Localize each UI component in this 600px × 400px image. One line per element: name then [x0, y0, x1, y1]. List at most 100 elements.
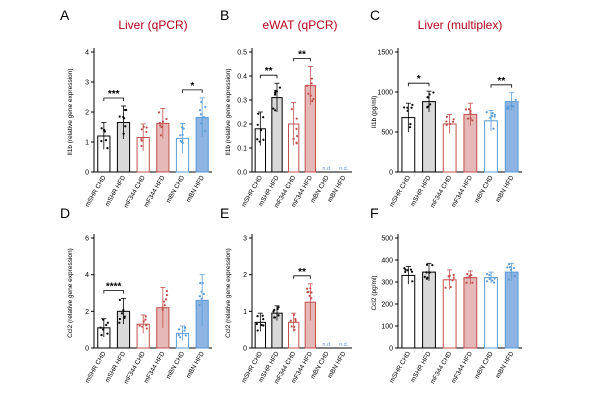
- x-tick-label: mBN CHD: [165, 350, 186, 380]
- data-point: [488, 277, 491, 281]
- y-tick-label: 0: [389, 170, 393, 177]
- y-axis-label: Il1b (relative gene expression): [225, 68, 232, 155]
- data-point: [310, 291, 313, 294]
- chart-panel-f: F 0 100 200 300 400 500 Ccl2 (pg/ml) mSHR CHDmSH…: [370, 205, 522, 385]
- data-point: [140, 138, 143, 141]
- data-point: [122, 308, 125, 312]
- data-point: [485, 280, 489, 283]
- data-point: [309, 94, 312, 97]
- data-point: [410, 270, 414, 273]
- data-point: [425, 263, 429, 266]
- data-point: [199, 113, 202, 116]
- x-tick-label: mBN HFD: [185, 350, 206, 379]
- y-tick-label: 0: [85, 170, 89, 177]
- significance-label: **: [298, 49, 306, 60]
- panel-letter: A: [60, 7, 70, 23]
- data-point: [256, 138, 259, 141]
- x-tick-label: mBN CHD: [165, 174, 186, 204]
- data-point: [493, 113, 496, 116]
- data-point: [426, 276, 429, 279]
- data-point: [295, 141, 298, 144]
- x-tick-label: mF344 HFD: [143, 350, 167, 384]
- data-point: [273, 93, 277, 96]
- significance-bracket: [490, 84, 513, 88]
- data-point: [198, 304, 201, 307]
- data-point: [469, 112, 472, 115]
- data-point: [452, 273, 455, 277]
- significance-bracket: [293, 275, 311, 279]
- data-point: [260, 323, 263, 327]
- y-tick-label: 1500: [377, 50, 393, 57]
- data-point: [161, 120, 165, 123]
- data-point: [295, 135, 299, 138]
- data-point: [106, 321, 109, 324]
- data-point: [307, 92, 310, 95]
- data-point: [312, 97, 315, 101]
- data-point: [310, 82, 313, 85]
- x-tick-label: mSHR HFD: [410, 174, 433, 207]
- y-axis-label: Ccl2 (pg/ml): [371, 275, 378, 310]
- y-tick-label: 3: [243, 236, 247, 243]
- data-point: [406, 106, 409, 109]
- y-tick-label: 6: [85, 236, 89, 243]
- y-tick-label: 0.4: [237, 74, 247, 81]
- data-point: [274, 91, 277, 94]
- data-point: [426, 106, 429, 109]
- data-point: [181, 126, 184, 129]
- data-point: [118, 115, 121, 118]
- data-point: [469, 117, 472, 120]
- data-point: [201, 282, 204, 285]
- data-point: [305, 84, 309, 87]
- data-point: [261, 314, 264, 317]
- data-point: [104, 139, 108, 142]
- data-point: [277, 306, 280, 309]
- data-point: [310, 77, 313, 80]
- data-point: [120, 312, 124, 315]
- data-point: [510, 104, 513, 107]
- y-axis-label: Il1b (relative gene expression): [67, 68, 74, 155]
- y-tick-label: 4: [85, 50, 89, 57]
- y-tick-label: 400: [381, 258, 393, 265]
- x-tick-label: mF344 HFD: [450, 174, 474, 208]
- y-tick-label: 2: [85, 309, 89, 316]
- significance-label: ***: [108, 89, 120, 100]
- y-tick-label: 0: [243, 346, 247, 353]
- data-point: [452, 276, 455, 279]
- data-point: [106, 147, 109, 150]
- data-point: [262, 116, 265, 119]
- data-point: [289, 319, 292, 322]
- data-point: [124, 125, 127, 128]
- data-point: [273, 308, 276, 311]
- data-point: [118, 298, 121, 302]
- data-point: [181, 141, 184, 145]
- data-point: [145, 327, 148, 330]
- data-point: [158, 121, 162, 125]
- data-point: [122, 132, 125, 135]
- data-point: [294, 317, 297, 321]
- data-point: [277, 314, 280, 317]
- data-point: [198, 108, 202, 112]
- data-point: [311, 99, 314, 103]
- chart-title: Liver (qPCR): [118, 18, 187, 32]
- data-point: [493, 115, 496, 118]
- y-tick-label: 1: [243, 309, 247, 316]
- data-point: [445, 115, 449, 118]
- data-point: [491, 279, 494, 282]
- data-point: [102, 318, 105, 321]
- x-tick-label: mSHR CHD: [388, 350, 412, 384]
- data-point: [411, 280, 414, 283]
- data-point: [144, 315, 147, 318]
- panel-letter: E: [220, 205, 229, 221]
- x-tick-label: mBN HFD: [495, 174, 516, 203]
- not-detected-label: n.d.: [339, 342, 349, 348]
- data-point: [308, 294, 311, 297]
- data-point: [184, 334, 187, 337]
- x-tick-label: mBN CHD: [473, 350, 494, 380]
- bar-mf344-hfd: [463, 277, 478, 349]
- data-point: [159, 134, 162, 137]
- data-point: [465, 276, 469, 279]
- data-point: [485, 111, 488, 114]
- data-point: [103, 128, 106, 131]
